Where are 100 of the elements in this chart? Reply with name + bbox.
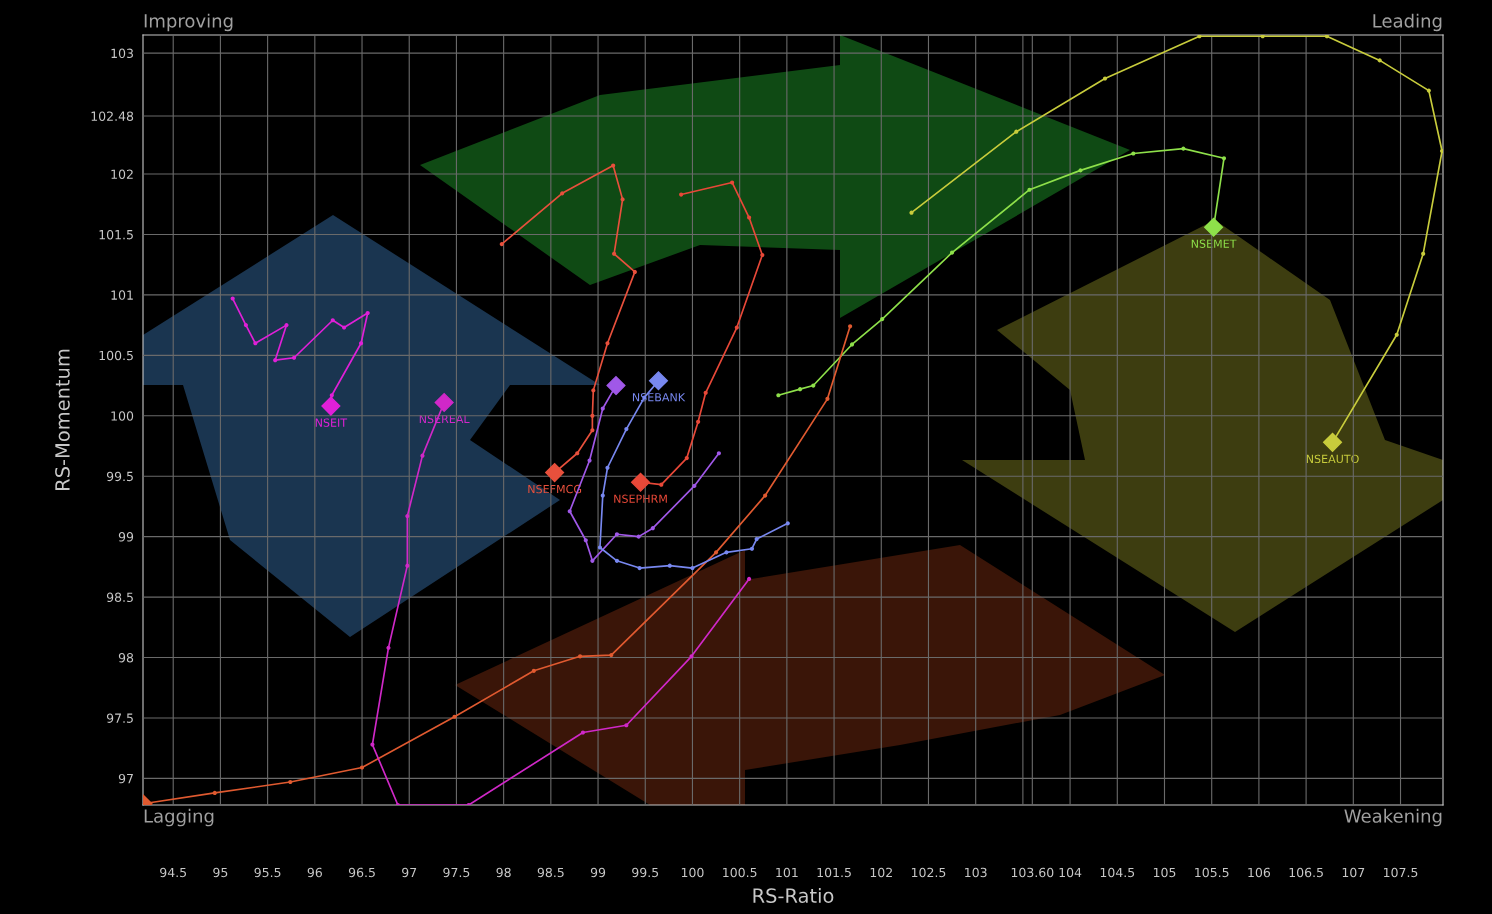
x-tick-label: 97 <box>402 867 417 878</box>
point <box>684 455 689 461</box>
text: Improving <box>144 13 233 32</box>
point <box>342 325 347 330</box>
point <box>949 250 955 255</box>
point <box>632 269 637 275</box>
series-label: NSEPHRM <box>614 494 667 503</box>
x-axis-title: RS-Ratio <box>753 887 834 903</box>
point <box>776 393 781 398</box>
point <box>359 765 365 770</box>
point <box>747 576 752 582</box>
x-tick-label: 107 <box>1342 867 1365 878</box>
x-tick-label: 95.5 <box>254 867 281 878</box>
point <box>531 668 536 673</box>
point <box>679 192 684 197</box>
x-tick-label: 105.5 <box>1195 867 1229 878</box>
point <box>624 723 629 728</box>
point <box>659 482 664 487</box>
point <box>386 645 391 650</box>
point <box>499 242 504 247</box>
point <box>849 342 855 347</box>
point <box>760 252 765 258</box>
point <box>825 396 830 401</box>
x-tick-label: 102 <box>870 867 892 878</box>
point <box>600 493 605 498</box>
point <box>1260 35 1265 39</box>
x-tick-label: 99.5 <box>632 867 659 878</box>
x-tick-label: 103.60 <box>1011 867 1054 878</box>
x-tick-label: 98 <box>496 867 511 878</box>
y-tick-label: 100 <box>111 411 134 421</box>
point <box>273 358 278 363</box>
x-tick-label: 105 <box>1153 867 1176 878</box>
point <box>747 215 752 220</box>
x-tick-label: 94.5 <box>160 867 187 878</box>
y-tick-label: 101.5 <box>99 229 133 240</box>
series-label: NSEMET <box>1191 239 1237 248</box>
point <box>637 565 642 571</box>
point <box>359 341 364 346</box>
point <box>590 558 595 563</box>
point <box>703 390 708 395</box>
point <box>365 310 370 316</box>
x-tick-label: 97.5 <box>443 867 470 878</box>
point <box>754 536 759 542</box>
x-tick-label: 100.5 <box>723 867 757 878</box>
point <box>848 324 853 329</box>
point <box>614 558 620 563</box>
point <box>405 514 410 519</box>
point <box>811 383 816 388</box>
point <box>624 426 629 432</box>
x-tick-label: 101.5 <box>817 867 851 878</box>
point <box>763 493 768 498</box>
point <box>575 451 580 456</box>
point <box>614 532 620 537</box>
point <box>880 316 885 322</box>
x-tick-label: 104 <box>1059 867 1082 878</box>
point <box>395 802 400 805</box>
point <box>212 790 217 795</box>
y-tick-label: 97 <box>118 773 133 784</box>
y-tick-label: 98.5 <box>106 592 133 603</box>
point <box>587 458 592 463</box>
point <box>591 388 596 393</box>
point <box>288 779 293 785</box>
point <box>330 318 335 323</box>
y-tick-label: 99.5 <box>106 471 133 482</box>
point <box>1421 251 1426 256</box>
x-tick-label: 106 <box>1248 867 1271 878</box>
text: Leading <box>1373 13 1442 32</box>
point <box>1377 58 1382 63</box>
point <box>605 341 610 346</box>
point <box>730 180 735 185</box>
point <box>692 483 697 488</box>
point <box>734 325 739 330</box>
point <box>452 714 457 719</box>
point <box>578 654 583 659</box>
point <box>243 323 248 328</box>
point <box>284 323 289 328</box>
point <box>1197 35 1202 39</box>
y-tick-label: 102.48 <box>91 111 134 121</box>
y-tick-label: 103 <box>111 48 133 59</box>
point <box>650 526 655 531</box>
point <box>405 563 410 568</box>
point <box>1426 88 1431 93</box>
point <box>798 387 803 392</box>
x-tick-label: 99 <box>590 867 606 878</box>
point <box>597 545 603 550</box>
point <box>1027 187 1032 192</box>
point <box>583 538 588 543</box>
point <box>609 653 614 658</box>
point <box>605 465 610 470</box>
x-tick-label: 95 <box>213 867 228 878</box>
point <box>612 251 617 256</box>
point <box>713 550 719 555</box>
point <box>1394 332 1399 337</box>
x-tick-label: 100 <box>681 867 704 878</box>
point <box>667 563 672 568</box>
text: Weakening <box>1344 808 1442 827</box>
point <box>291 355 297 360</box>
x-tick-label: 98.5 <box>537 867 564 878</box>
point <box>580 730 586 735</box>
x-tick-label: 96 <box>307 867 322 878</box>
